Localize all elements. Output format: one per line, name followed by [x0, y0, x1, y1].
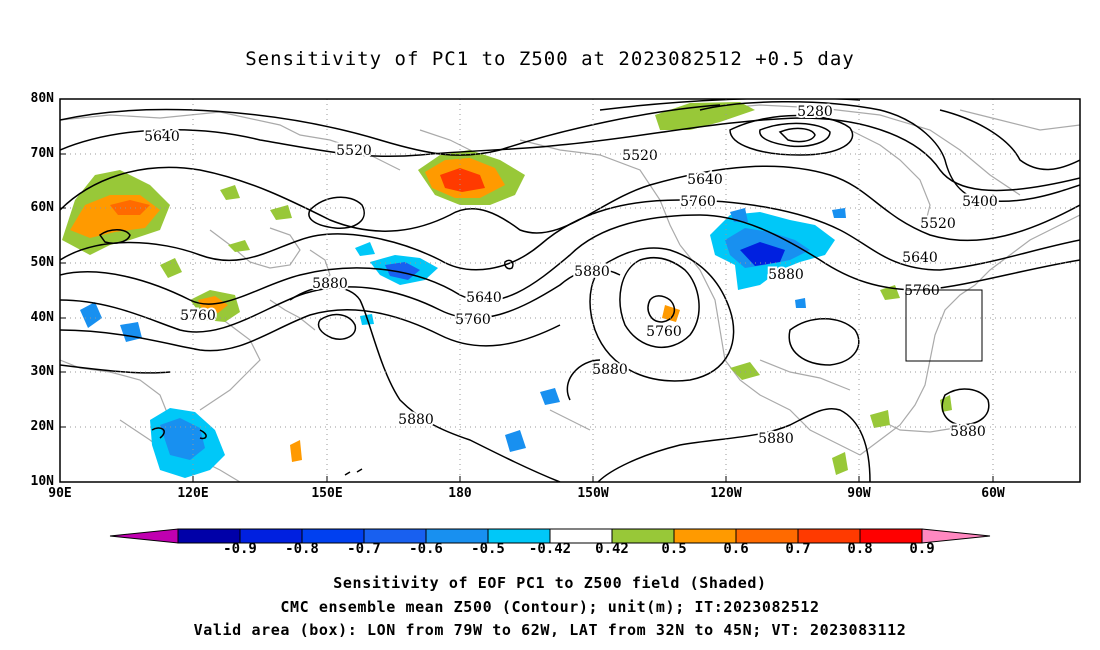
axis-ticks: [60, 153, 994, 482]
colorbar-label: 0.5: [661, 541, 687, 557]
lat-label: 80N: [30, 91, 54, 106]
contour-label: 5640: [466, 290, 502, 306]
contour-label: 5640: [144, 129, 180, 145]
lon-label: 90W: [847, 486, 871, 501]
contour-label: 5880: [950, 424, 986, 440]
lat-label: 10N: [30, 474, 54, 489]
colorbar-label: -0.9: [223, 541, 257, 557]
colorbar-label: 0.42: [595, 541, 629, 557]
contour-label: 5760: [180, 308, 216, 324]
lat-label: 50N: [30, 255, 54, 270]
gridlines: [60, 99, 1080, 482]
lon-label: 120E: [177, 486, 209, 501]
contour-label: 5640: [687, 172, 723, 188]
contour-label: 5520: [622, 148, 658, 164]
contour-label: 5880: [592, 362, 628, 378]
contour-label: 5400: [962, 194, 998, 210]
contour-label: 5880: [312, 276, 348, 292]
caption-line-3: Valid area (box): LON from 79W to 62W, L…: [193, 621, 907, 639]
valid-area-box: [905, 289, 983, 362]
lon-label: 120W: [710, 486, 742, 501]
contour-label: 5880: [398, 412, 434, 428]
contour-label: 5760: [904, 283, 940, 299]
colorbar-label: -0.8: [285, 541, 319, 557]
colorbar-label: 0.7: [785, 541, 811, 557]
lat-label: 60N: [30, 200, 54, 215]
map-title: Sensitivity of PC1 to Z500 at 2023082512…: [245, 48, 855, 70]
colorbar-label: 0.9: [909, 541, 935, 557]
contour-label: 5520: [336, 143, 372, 159]
contour-labels: 5280 5400 5520 5520 5520 5640 5640 5640 …: [142, 102, 1000, 449]
colorbar-label: -0.7: [347, 541, 381, 557]
caption-line-1: Sensitivity of EOF PC1 to Z500 field (Sh…: [333, 574, 767, 592]
sensitivity-shading: [62, 102, 952, 478]
contour-label: 5760: [680, 194, 716, 210]
lon-label: 150W: [577, 486, 609, 501]
lon-label: 180: [448, 486, 472, 501]
lon-label: 90E: [48, 486, 72, 501]
contour-label: 5760: [646, 324, 682, 340]
contour-label: 5640: [902, 250, 938, 266]
lat-label: 40N: [30, 310, 54, 325]
colorbar-label: -0.42: [528, 541, 572, 557]
lon-label: 60W: [981, 486, 1005, 501]
map-frame: [59, 98, 1081, 483]
contour-label: 5520: [920, 216, 956, 232]
caption-line-2: CMC ensemble mean Z500 (Contour); unit(m…: [280, 598, 820, 616]
colorbar-label: 0.8: [847, 541, 873, 557]
contour-label: 5880: [768, 267, 804, 283]
lat-label: 30N: [30, 364, 54, 379]
lat-label: 20N: [30, 419, 54, 434]
contour-label: 5280: [797, 104, 833, 120]
colorbar-label: -0.6: [409, 541, 443, 557]
contour-label: 5880: [574, 264, 610, 280]
colorbar-label: -0.5: [471, 541, 505, 557]
coastlines: [60, 104, 1080, 482]
contour-label: 5880: [758, 431, 794, 447]
lon-label: 150E: [311, 486, 343, 501]
lat-label: 70N: [30, 146, 54, 161]
colorbar-label: 0.6: [723, 541, 749, 557]
contour-label: 5760: [455, 312, 491, 328]
z500-contours: [60, 99, 1080, 482]
